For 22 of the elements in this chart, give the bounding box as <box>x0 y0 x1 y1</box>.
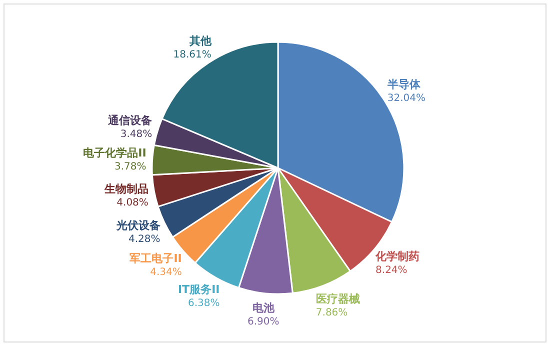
slice-label: 军工电子II <box>130 252 182 265</box>
data-label: 4.34% <box>150 266 182 278</box>
data-label: 4.08% <box>116 198 148 209</box>
data-label: 7.86% <box>316 307 348 318</box>
slice-label: 化学制药 <box>374 250 420 264</box>
slice-label: 半导体 <box>386 78 422 91</box>
slice-label: 光伏设备 <box>115 218 160 232</box>
data-label: 8.24% <box>376 265 408 276</box>
slice-label: 电子化学品II <box>83 146 146 160</box>
data-label: 32.04% <box>387 92 426 104</box>
slice-label: 生物制品 <box>103 182 148 196</box>
slice-label: IT服务II <box>178 282 220 296</box>
data-label: 4.28% <box>128 234 160 245</box>
data-label: 3.48% <box>120 128 152 140</box>
data-label: 18.61% <box>173 49 212 60</box>
slice-label: 其他 <box>188 34 212 48</box>
slice-label: 电池 <box>252 301 276 314</box>
data-label: 3.78% <box>114 162 146 173</box>
slice-label: 医疗器械 <box>316 292 360 306</box>
data-label: 6.38% <box>188 298 220 309</box>
data-label: 6.90% <box>248 316 280 328</box>
slice-label: 通信设备 <box>107 114 152 127</box>
